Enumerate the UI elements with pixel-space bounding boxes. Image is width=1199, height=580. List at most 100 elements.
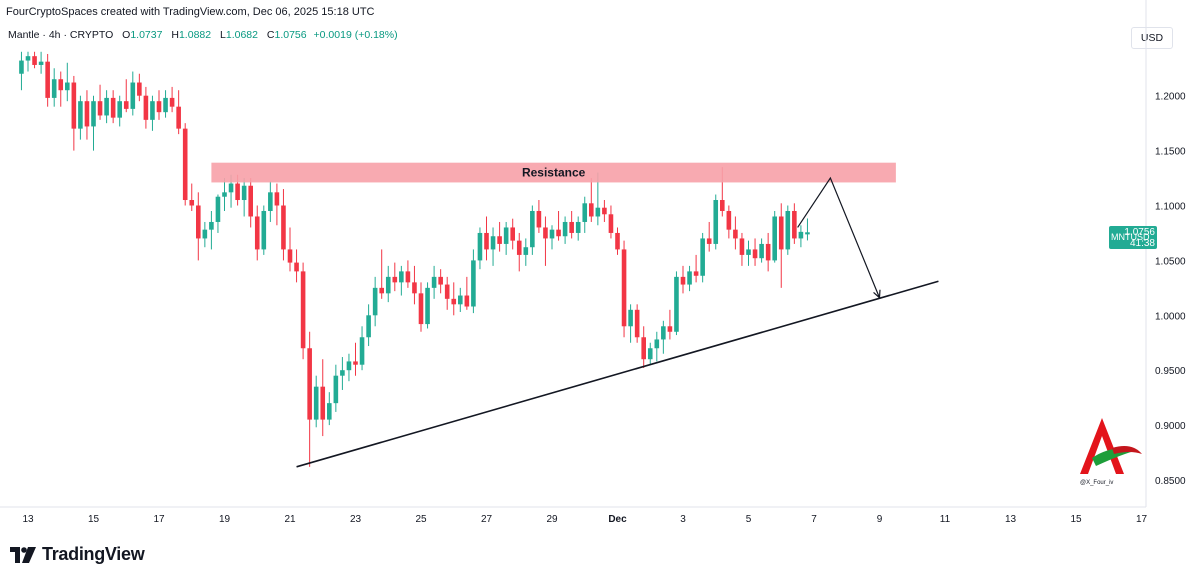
candle [523, 238, 529, 266]
candle-body [602, 207, 607, 215]
candle-body [169, 97, 175, 107]
candle-body [143, 95, 149, 120]
candle [471, 249, 476, 314]
candle-body [628, 309, 633, 327]
candle [589, 178, 594, 222]
candle-body [720, 200, 725, 211]
candle-body [667, 326, 673, 332]
candle [438, 269, 443, 294]
candle [156, 90, 162, 120]
candle-body [792, 210, 797, 239]
candle-body [431, 276, 437, 288]
candle-body [477, 232, 483, 261]
candle [19, 51, 24, 91]
candle-body [713, 200, 719, 244]
symbol-legend: Mantle · 4h · CRYPTO O1.0737 H1.0882 L1.… [8, 29, 398, 41]
candle-body [385, 276, 391, 294]
candle [196, 192, 201, 261]
candle-body [97, 101, 103, 116]
candle [32, 51, 37, 69]
candle-body [425, 287, 430, 325]
candle-body [340, 370, 345, 376]
candle [490, 227, 496, 266]
candle [805, 218, 810, 241]
candle [530, 205, 535, 255]
candle [451, 282, 457, 316]
candle [667, 309, 673, 340]
candle-body [346, 361, 352, 371]
candle-body [634, 309, 640, 338]
candle [556, 210, 561, 241]
projection-arrowhead [873, 289, 881, 300]
candle [418, 282, 424, 332]
candle-body [405, 271, 411, 283]
candle-body [392, 276, 398, 283]
candle [497, 221, 502, 252]
candle [366, 304, 371, 347]
candle-body [543, 227, 548, 239]
candle-body [254, 216, 260, 250]
price-tick-label: 1.0500 [1155, 256, 1186, 267]
candle-body [268, 192, 273, 211]
candle-body [117, 101, 122, 118]
candle [307, 331, 312, 467]
candle-body [150, 101, 155, 120]
candle-body [379, 287, 384, 294]
time-tick-label: 9 [877, 514, 883, 525]
candle [150, 95, 155, 131]
candle [117, 95, 122, 127]
candle-body [700, 238, 705, 276]
candle-body [123, 101, 129, 109]
time-tick-label: 21 [284, 514, 296, 525]
candle [372, 276, 378, 327]
candle-body [320, 386, 326, 420]
time-tick-label: 13 [1005, 514, 1017, 525]
candle [84, 90, 90, 140]
candle [320, 359, 326, 437]
candle [294, 249, 299, 283]
candle [340, 357, 345, 390]
candle-body [510, 227, 515, 241]
candle-body [189, 200, 195, 206]
candle [248, 178, 253, 228]
candle-body [444, 284, 450, 299]
candle [130, 71, 136, 116]
candle [71, 75, 77, 151]
candle-body [805, 232, 810, 235]
candle-body [798, 231, 804, 239]
candle-body [294, 262, 299, 272]
candle [792, 203, 797, 244]
candle [274, 183, 280, 226]
candle [104, 90, 109, 124]
legend-change: +0.0019 (+0.18%) [313, 29, 398, 41]
candle [569, 210, 574, 239]
candle [300, 262, 306, 360]
candle-body [261, 210, 267, 250]
candle [543, 216, 548, 266]
candle [169, 86, 175, 113]
candle [484, 216, 489, 261]
resistance-label: Resistance [522, 166, 586, 180]
tradingview-logo[interactable]: TradingView [10, 544, 145, 565]
candle-body [582, 203, 588, 222]
publisher-line: FourCryptoSpaces created with TradingVie… [6, 6, 375, 18]
candle [399, 265, 404, 296]
candle-body [785, 210, 791, 250]
candle [412, 265, 417, 305]
candle-body [674, 276, 679, 332]
candle [78, 95, 83, 140]
candle [215, 194, 221, 233]
candle [45, 53, 50, 107]
candle-body [726, 210, 732, 230]
candle-body [215, 196, 221, 222]
candle [739, 232, 745, 266]
candle [615, 227, 620, 255]
candle-body [248, 185, 253, 217]
candle [143, 86, 149, 129]
candle [392, 262, 398, 292]
candle [25, 51, 31, 72]
candle [654, 331, 660, 362]
price-tick-label: 0.9000 [1155, 421, 1186, 432]
candle [746, 240, 751, 266]
